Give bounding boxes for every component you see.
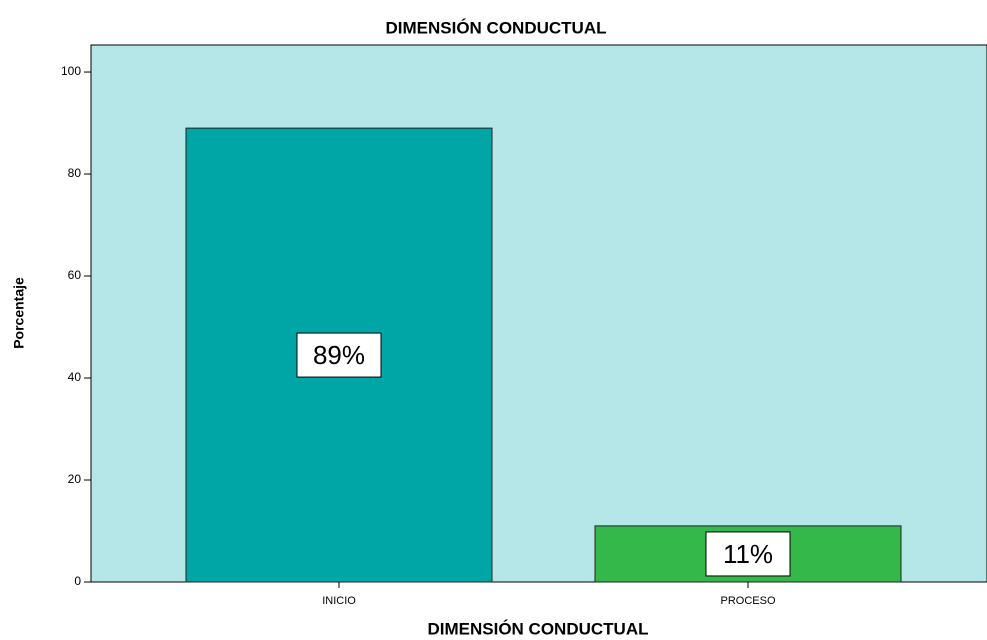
x-tick-label: PROCESO [720,595,775,607]
x-tick-label: INICIO [322,595,356,607]
chart-title: DIMENSIÓN CONDUCTUAL [386,18,607,37]
value-label-box [705,531,791,577]
y-tick-label: 20 [68,472,82,486]
value-label-box [296,332,382,378]
y-axis-label: Porcentaje [11,277,27,349]
value-label: 11% [723,539,773,569]
y-tick-label: 60 [68,268,82,282]
value-label: 89% [313,340,365,370]
y-tick-label: 40 [68,370,82,384]
y-tick-label: 100 [61,64,81,78]
y-tick-label: 80 [68,166,82,180]
y-tick-label: 0 [74,574,81,588]
x-axis-label: DIMENSIÓN CONDUCTUAL [428,619,649,638]
